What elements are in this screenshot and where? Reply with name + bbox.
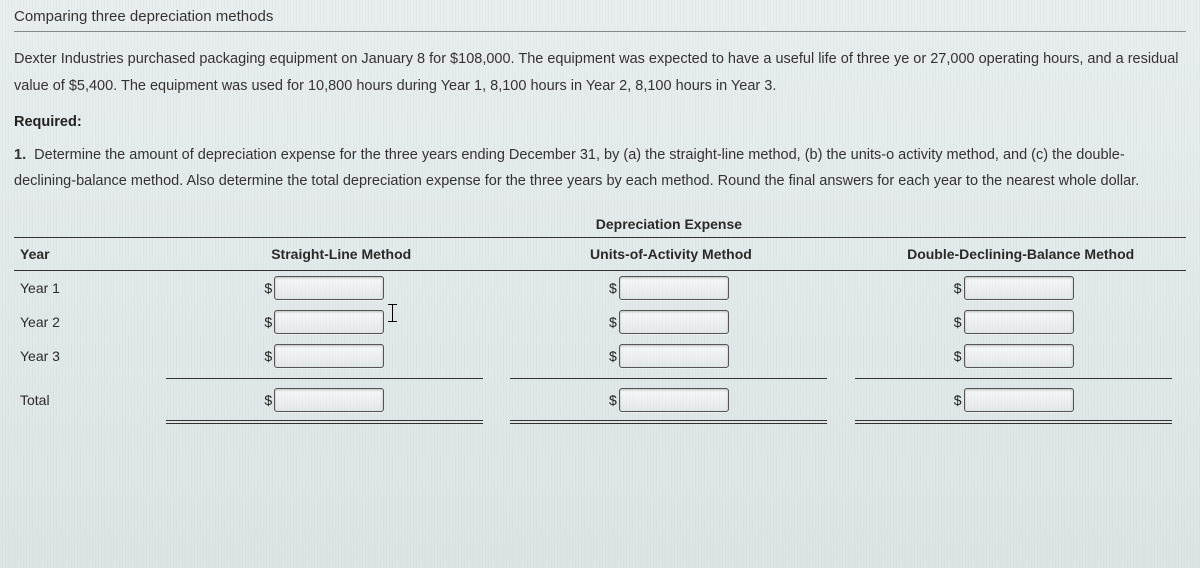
input-y1-units[interactable] (619, 276, 729, 300)
input-total-units[interactable] (619, 388, 729, 412)
input-y2-straight[interactable] (274, 310, 384, 334)
question-1: 1. Determine the amount of depreciation … (14, 142, 1186, 196)
col-year-header: Year (14, 238, 152, 271)
currency-symbol: $ (609, 280, 617, 296)
table-row: Year 2 $ $ $ (14, 305, 1186, 339)
input-y1-straight[interactable] (274, 276, 384, 300)
table-header-row: Year Straight-Line Method Units-of-Activ… (14, 238, 1186, 271)
input-y2-ddb[interactable] (964, 310, 1074, 334)
question-text: Determine the amount of depreciation exp… (14, 147, 1139, 190)
question-number: 1. (14, 147, 26, 163)
currency-symbol: $ (609, 348, 617, 364)
input-y3-units[interactable] (619, 344, 729, 368)
subtotal-rule (14, 373, 1186, 383)
table-row: Year 1 $ $ $ (14, 271, 1186, 306)
page-title: Comparing three depreciation methods (14, 8, 1186, 32)
depreciation-table: Depreciation Expense Year Straight-Line … (14, 211, 1186, 427)
currency-symbol: $ (264, 392, 272, 408)
input-total-ddb[interactable] (964, 388, 1074, 412)
col-m2-header: Units-of-Activity Method (497, 238, 842, 271)
col-m3-header: Double-Declining-Balance Method (841, 238, 1186, 271)
currency-symbol: $ (609, 314, 617, 330)
col-m1-header: Straight-Line Method (152, 238, 497, 271)
row-year-label: Year 3 (14, 339, 152, 373)
currency-symbol: $ (954, 348, 962, 364)
super-header-label: Depreciation Expense (497, 211, 842, 238)
table-row: Year 3 $ $ $ (14, 339, 1186, 373)
input-y2-units[interactable] (619, 310, 729, 334)
currency-symbol: $ (609, 392, 617, 408)
row-total-label: Total (14, 383, 152, 417)
row-year-label: Year 1 (14, 271, 152, 306)
currency-symbol: $ (954, 314, 962, 330)
currency-symbol: $ (954, 392, 962, 408)
currency-symbol: $ (954, 280, 962, 296)
problem-page: Comparing three depreciation methods Dex… (0, 0, 1200, 435)
table-super-header: Depreciation Expense (14, 211, 1186, 238)
input-y1-ddb[interactable] (964, 276, 1074, 300)
input-total-straight[interactable] (274, 388, 384, 412)
currency-symbol: $ (264, 280, 272, 296)
currency-symbol: $ (264, 314, 272, 330)
grand-total-rule (14, 417, 1186, 427)
currency-symbol: $ (264, 348, 272, 364)
table-total-row: Total $ $ $ (14, 383, 1186, 417)
row-year-label: Year 2 (14, 305, 152, 339)
input-y3-straight[interactable] (274, 344, 384, 368)
input-y3-ddb[interactable] (964, 344, 1074, 368)
required-label: Required: (14, 114, 1186, 130)
intro-paragraph: Dexter Industries purchased packaging eq… (14, 46, 1186, 100)
